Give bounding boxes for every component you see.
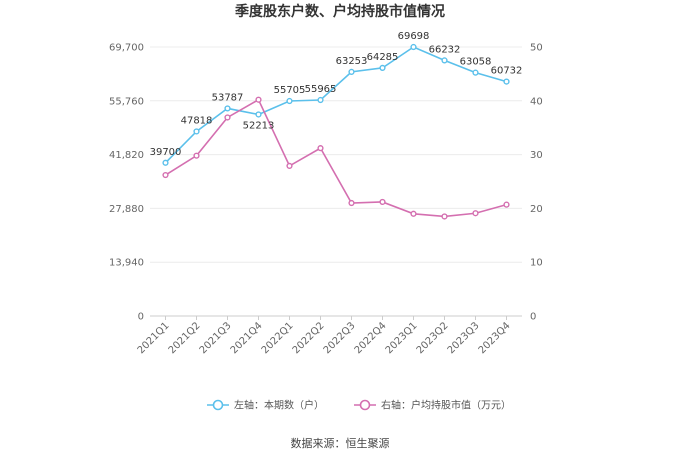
data-label: 63253	[336, 56, 368, 67]
legend-label-2: 右轴：户均持股市值（万元）	[381, 399, 511, 412]
right-tick-label: 40	[530, 96, 543, 107]
right-tick-label: 50	[530, 43, 543, 54]
data-point	[162, 171, 169, 179]
right-tick-label: 10	[530, 258, 543, 269]
data-label: 66232	[429, 44, 461, 55]
data-point	[379, 198, 386, 206]
left-tick-label: 13,940	[109, 258, 144, 269]
data-point	[255, 111, 262, 118]
right-tick-label: 0	[530, 312, 536, 323]
data-point	[472, 210, 479, 217]
x-tick-label: 2023Q1	[384, 320, 420, 356]
x-tick-label: 2021Q3	[198, 320, 234, 356]
data-point	[286, 97, 293, 105]
data-point	[224, 114, 231, 121]
data-point	[379, 64, 386, 71]
left-tick-label: 55,760	[109, 96, 144, 107]
data-point	[255, 96, 262, 103]
chart-title: 季度股东户数、户均持股市值情况	[234, 3, 445, 20]
data-point	[503, 201, 510, 208]
x-tick-label: 2022Q4	[353, 320, 389, 356]
data-point	[503, 78, 510, 85]
data-labels: 39700 47818 53787 52213 55705 55965 63253 64285…	[150, 31, 523, 158]
data-point	[441, 213, 448, 220]
x-tick-label: 2023Q4	[477, 320, 513, 356]
data-point	[348, 199, 355, 207]
data-point	[348, 68, 355, 75]
legend-marker-2	[359, 399, 371, 411]
data-label: 63058	[460, 57, 492, 68]
left-tick-label: 0	[138, 312, 144, 323]
x-tick-label: 2022Q3	[322, 320, 358, 356]
data-label: 47818	[181, 115, 213, 126]
legend-marker-1	[212, 399, 224, 411]
series-line-1	[164, 46, 507, 164]
right-axis: 0 10 20 30 40 50	[530, 43, 543, 323]
x-tick-label: 2023Q3	[446, 320, 482, 356]
right-tick-label: 30	[530, 150, 543, 161]
source-note: 数据来源：恒生聚源	[291, 436, 390, 450]
x-axis: 2021Q12021Q22021Q32021Q42022Q12022Q22022…	[136, 316, 513, 356]
data-label: 60732	[491, 66, 523, 77]
x-tick-label: 2021Q4	[229, 320, 265, 356]
x-tick-label: 2023Q2	[415, 320, 451, 356]
data-point	[441, 57, 448, 64]
data-point	[472, 69, 479, 76]
data-label: 52213	[243, 120, 275, 131]
left-tick-label: 41,820	[109, 150, 144, 161]
left-tick-label: 69,700	[109, 43, 144, 54]
data-point	[193, 152, 200, 159]
data-point	[162, 159, 169, 166]
x-tick-label: 2022Q2	[291, 320, 327, 356]
data-point	[410, 210, 417, 217]
left-tick-label: 27,880	[109, 204, 144, 215]
legend-label-1: 左轴：本期数（户）	[234, 399, 324, 412]
legend: 左轴：本期数（户） 右轴：户均持股市值（万元）	[207, 399, 511, 412]
data-point	[317, 96, 324, 104]
data-point	[193, 128, 200, 135]
data-label: 55965	[305, 84, 337, 95]
data-label: 39700	[150, 147, 182, 158]
x-tick-label: 2021Q1	[136, 320, 172, 356]
data-point	[286, 162, 293, 169]
data-point	[224, 105, 231, 112]
x-tick-label: 2022Q1	[260, 320, 296, 356]
data-point	[410, 43, 417, 51]
data-point	[317, 145, 324, 152]
series-group	[162, 43, 510, 220]
data-label: 69698	[398, 31, 430, 42]
data-label: 53787	[212, 92, 244, 103]
x-tick-label: 2021Q2	[167, 320, 203, 356]
data-label: 55705	[274, 85, 306, 96]
series-line-2	[165, 98, 507, 218]
right-tick-label: 20	[530, 204, 543, 215]
data-label: 64285	[367, 52, 399, 63]
left-axis: 0 13,940 27,880 41,820 55,760 69,700	[109, 43, 144, 323]
grid-lines	[150, 46, 522, 317]
